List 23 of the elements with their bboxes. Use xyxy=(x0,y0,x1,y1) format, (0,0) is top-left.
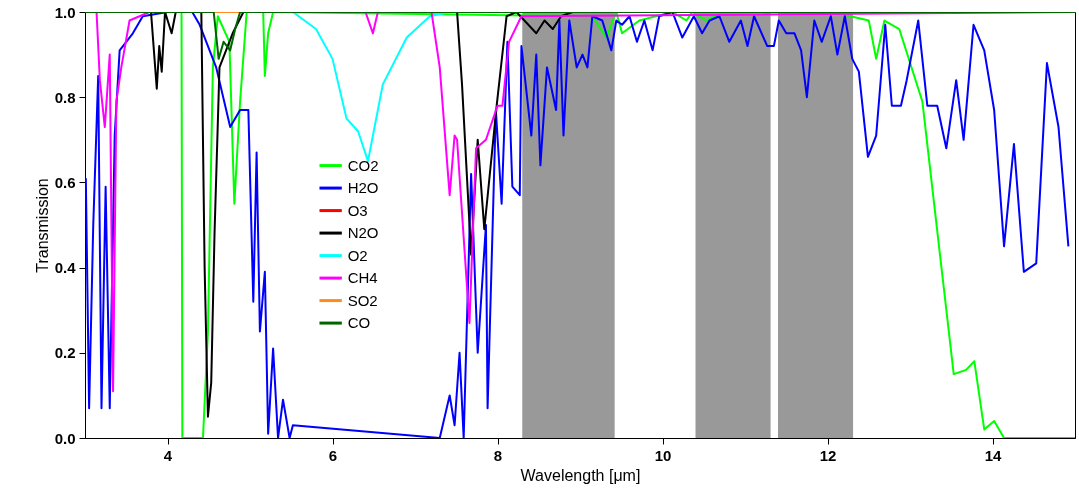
y-tick-label: 0.6 xyxy=(54,173,76,191)
x-tick-label: 10 xyxy=(654,446,672,464)
legend-label: SO2 xyxy=(347,291,378,309)
y-tick-label: 0.4 xyxy=(54,259,77,277)
y-axis-title: Transmission xyxy=(33,178,51,273)
legend-label: O2 xyxy=(347,246,368,264)
legend-label: H2O xyxy=(347,179,379,197)
line-series xyxy=(85,12,1075,60)
x-tick-label: 4 xyxy=(163,446,173,464)
x-tick-label: 12 xyxy=(819,446,837,464)
legend-label: O3 xyxy=(347,201,368,219)
x-tick-label: 8 xyxy=(493,446,503,464)
legend-label: N2O xyxy=(347,224,379,242)
y-tick-label: 1.0 xyxy=(54,3,76,21)
y-tick-label: 0.8 xyxy=(54,88,76,106)
y-tick-label: 0.0 xyxy=(54,429,76,447)
x-axis-title: Wavelength [μm] xyxy=(520,466,641,484)
legend-label: CO2 xyxy=(347,156,379,174)
legend-label: CO xyxy=(347,314,371,332)
legend-label: CH4 xyxy=(347,269,378,287)
y-tick-label: 0.2 xyxy=(54,344,76,362)
x-tick-label: 6 xyxy=(328,446,338,464)
x-tick-label: 14 xyxy=(984,446,1002,464)
